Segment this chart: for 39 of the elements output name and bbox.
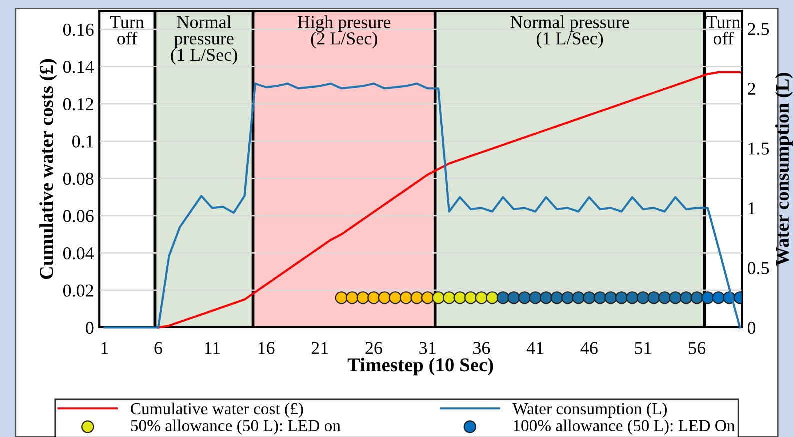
x-tick-label: 41 [526, 342, 544, 354]
x-tick-label: 56 [689, 342, 706, 354]
y-tick-label: 0.14 [63, 61, 94, 74]
y2-tick-label: 0.5 [748, 262, 770, 274]
y-tick-label: 0.12 [63, 98, 94, 111]
x-tick-label: 36 [474, 342, 490, 354]
y2-tick-label: 1.5 [748, 142, 770, 155]
x-tick-label: 51 [635, 342, 652, 354]
band-label: Turn off [110, 16, 144, 45]
legend-label: 100% allowance (50 L): LED On [514, 420, 736, 435]
legend-label: Cumulative water cost (£) [131, 402, 304, 418]
y-tick-label: 0.08 [63, 172, 94, 186]
legend-label: 50% allowance (50 L): LED on [131, 420, 341, 435]
x-tick-label: 46 [580, 342, 598, 354]
x-tick-label: 1 [102, 342, 108, 354]
y2-tick-label: 2.5 [748, 23, 770, 36]
x-tick-label: 31 [420, 342, 436, 354]
band-label: Turn off [706, 16, 740, 45]
x-tick-label: 21 [312, 342, 328, 354]
x-tick-label: 6 [154, 342, 162, 354]
y2-tick-label: 2 [748, 82, 756, 95]
y2-axis-title: Water consumption (L) [775, 73, 794, 266]
x-tick-label: 11 [205, 342, 220, 354]
band-label: Normal pressure (1 L/Sec) [171, 16, 238, 65]
x-tick-label: 26 [366, 342, 382, 354]
band-label: Normal pressure (1 L/Sec) [510, 16, 630, 48]
y-tick-label: 0.06 [63, 210, 94, 222]
band-label: High presure (2 L/Sec) [298, 16, 391, 48]
y-tick-label: 0.04 [63, 247, 94, 260]
y2-tick-label: 0 [748, 322, 756, 334]
y-tick-label: 0.16 [63, 24, 94, 36]
x-tick-label: 16 [258, 342, 275, 354]
y-tick-label: 0.1 [72, 136, 94, 148]
y-axis-title: Cumulative water costs (£) [40, 59, 58, 280]
x-axis-title: Timestep (10 Sec) [348, 358, 494, 376]
legend-label: Water consumption (L) [512, 402, 668, 418]
y-tick-label: 0.02 [63, 284, 94, 297]
y2-tick-label: 1 [748, 202, 756, 214]
y-tick-label: 0 [86, 322, 94, 334]
